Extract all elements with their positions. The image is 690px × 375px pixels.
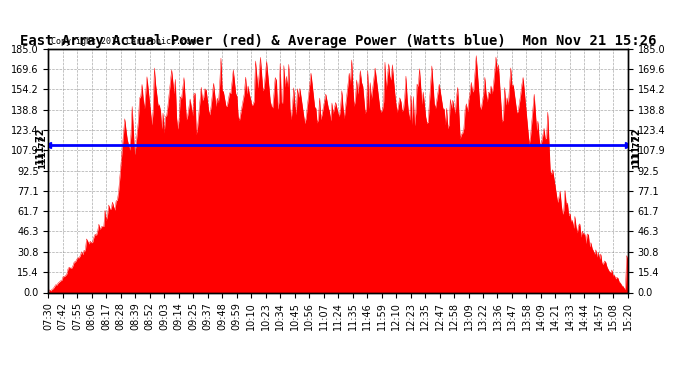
Text: 111.72: 111.72: [35, 126, 46, 164]
Text: 111.72: 111.72: [631, 126, 641, 164]
Text: Copyright 2011 Cartronics.com: Copyright 2011 Cartronics.com: [51, 38, 196, 46]
Text: 111.72: 111.72: [38, 135, 47, 169]
Text: 111.72: 111.72: [632, 135, 641, 169]
Title: East Array Actual Power (red) & Average Power (Watts blue)  Mon Nov 21 15:26: East Array Actual Power (red) & Average …: [20, 34, 656, 48]
